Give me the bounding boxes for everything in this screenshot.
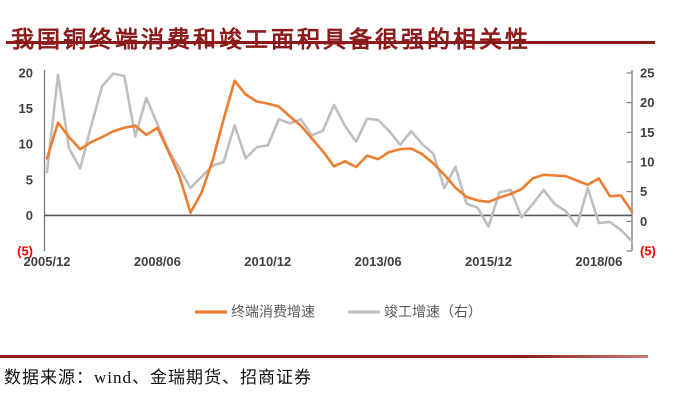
footer-rule: [0, 355, 648, 358]
right-axis-tick-label: 5: [640, 184, 647, 199]
legend-label-completion: 竣工增速（右）: [384, 304, 482, 320]
left-axis-tick-label: 0: [26, 208, 33, 223]
right-axis-tick-label: (5): [640, 244, 656, 259]
right-axis-tick-label: 10: [640, 155, 654, 170]
legend-label-consumption: 终端消费增速: [231, 304, 315, 320]
copper-consumption-completion-chart: 20 15 10 5 0 (5) 25 20 15 10 5 0 (5) 2005/12 2008/06 20…: [0, 55, 681, 330]
completion-growth-line: [45, 72, 634, 243]
x-axis-tick-label: 2013/06: [355, 254, 402, 269]
right-axis-tick-label: 0: [640, 214, 647, 229]
page-title: 我国铜终端消费和竣工面积具备很强的相关性: [11, 27, 531, 53]
data-source-note: 数据来源：wind、金瑞期货、招商证券: [4, 368, 312, 387]
right-axis-tick-label: 15: [640, 125, 654, 140]
x-axis-tick-label: 2008/06: [134, 254, 181, 269]
x-axis-tick-label: 2018/06: [575, 254, 622, 269]
x-axis-tick-label: 2005/12: [24, 254, 71, 269]
terminal-consumption-line: [45, 79, 634, 214]
title-underline: [6, 41, 655, 44]
left-axis-tick-label: 10: [19, 137, 33, 152]
left-axis-tick-label: 20: [19, 66, 33, 81]
x-axis-tick-label: 2010/12: [244, 254, 291, 269]
left-axis-tick-label: 5: [26, 172, 33, 187]
left-axis-tick-label: (5): [17, 244, 33, 259]
right-axis-tick-label: 20: [640, 95, 654, 110]
x-axis-tick-label: 2015/12: [465, 254, 512, 269]
right-axis-tick-label: 25: [640, 66, 654, 81]
left-axis-tick-label: 15: [19, 101, 33, 116]
